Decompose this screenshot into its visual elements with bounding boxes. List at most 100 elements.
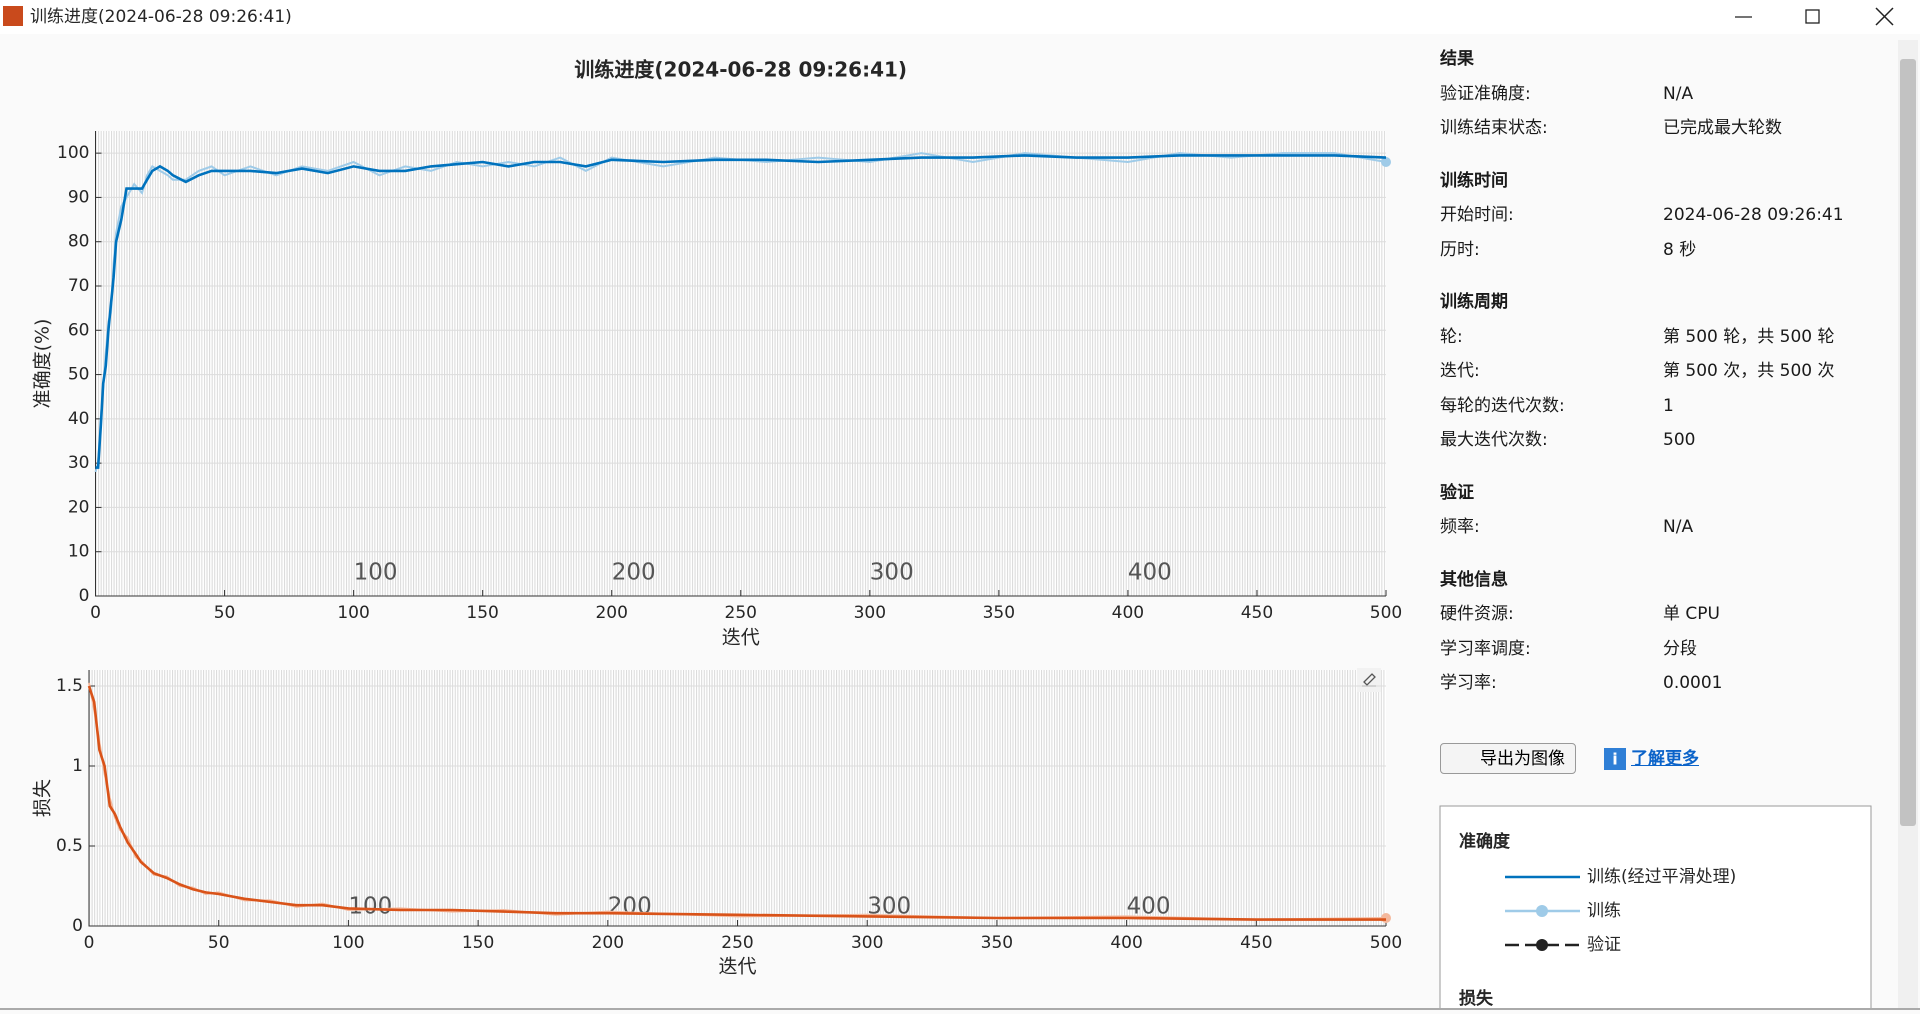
y-tick-label: 70 [68,276,90,296]
x-tick-label: 350 [983,603,1015,623]
info-glyph: i [1612,750,1617,769]
panel-section: 验证频率: N/A [1440,476,1880,545]
y-tick-label: 40 [68,409,90,429]
x-tick-label: 300 [851,933,883,953]
y-tick-label: 0 [79,586,90,606]
axes [95,131,1386,597]
legend-marker [1536,905,1548,917]
info-icon [1604,748,1626,770]
export-plot-icon[interactable] [1357,668,1381,692]
epoch-label: 200 [612,560,656,586]
y-tick-label: 50 [68,365,90,385]
info-row: 频率: N/A [1440,510,1880,545]
final-point [1381,157,1391,167]
x-tick-label: 150 [462,933,494,953]
epoch-grid [89,670,1386,926]
x-tick-label: 400 [1112,603,1144,623]
epoch-grid [95,131,1386,596]
info-value: N/A [1663,83,1694,104]
x-tick-label: 200 [595,603,627,623]
info-value: 单 CPU [1663,604,1720,624]
x-tick-label: 100 [337,603,369,623]
legend-title: 准确度 [1459,831,1511,852]
info-label: 训练结束状态: [1440,118,1548,138]
chart-title: 训练进度(2024-06-28 09:26:41) [574,58,907,82]
y-tick-label: 90 [68,187,90,207]
y-tick-label: 1.5 [56,676,83,696]
smoothed-line [87,685,1386,921]
x-tick-label: 300 [854,603,886,623]
info-value: 2024-06-28 09:26:41 [1663,205,1844,225]
y-tick-label: 100 [57,143,89,163]
section-heading: 训练周期 [1440,292,1508,312]
info-label: 学习率: [1440,673,1497,693]
info-row: 学习率: 0.0001 [1440,666,1880,701]
info-value: 0.0001 [1663,673,1723,693]
x-tick-label: 500 [1370,603,1402,623]
y-tick-label: 1 [72,756,83,776]
info-label: 每轮的迭代次数: [1440,395,1565,416]
export-button[interactable]: 导出为图像 [1440,743,1576,774]
x-tick-label: 50 [208,933,230,953]
x-tick-label: 0 [90,603,101,623]
info-value: N/A [1663,517,1694,537]
epoch-label: 400 [1127,894,1171,920]
info-value: 第 500 次，共 500 次 [1663,361,1835,381]
x-tick-label: 200 [592,933,624,953]
x-tick-label: 0 [84,933,95,953]
info-value: 500 [1663,430,1696,450]
restore-button[interactable] [1805,9,1820,24]
x-tick-label: 150 [466,603,498,623]
app-icon [3,6,23,26]
final-point [1381,913,1391,923]
y-tick-label: 30 [68,453,90,473]
info-row: 最大迭代次数: 500 [1440,423,1880,458]
panel-section: 其他信息 硬件资源: 单 CPU 学习率调度: 分段 学习率: 0.0001 [1440,563,1880,701]
info-row: 轮: 第 500 轮，共 500 轮 [1440,320,1880,355]
y-tick-label: 60 [68,320,90,340]
info-row: 硬件资源: 单 CPU [1440,597,1880,632]
y-tick-label: 0.5 [56,836,83,856]
section-heading: 验证 [1440,482,1474,503]
x-axis-label: 迭代 [718,956,756,978]
y-tick-label: 20 [68,497,90,517]
x-tick-label: 50 [214,603,236,623]
info-panel: 结果 验证准确度: N/A 训练结束状态: 已完成最大轮数 训练时间 开始时间: 2024-0… [1440,42,1880,719]
panel-section: 训练周期轮: 第 500 轮，共 500 轮迭代: 第 500 次，共 500 次每… [1440,285,1880,458]
x-tick-label: 250 [725,603,757,623]
epoch-label: 100 [348,894,392,920]
info-label: 硬件资源: [1440,604,1514,624]
scrollbar-thumb[interactable] [1900,59,1916,826]
info-value: 分段 [1663,638,1697,659]
legend-marker [1536,939,1548,951]
legend-label: 验证 [1587,935,1621,955]
section-heading: 结果 [1440,49,1474,69]
epoch-label: 200 [608,894,652,920]
info-label: 最大迭代次数: [1440,430,1548,450]
info-row: 历时: 8 秒 [1440,233,1880,268]
y-tick-label: 80 [68,232,90,252]
x-tick-label: 450 [1241,603,1273,623]
info-label: 轮: [1440,326,1463,347]
info-value: 8 秒 [1663,239,1697,260]
info-row: 验证准确度: N/A [1440,77,1880,112]
info-value: 1 [1663,395,1674,416]
x-tick-label: 250 [721,933,753,953]
info-label: 验证准确度: [1440,83,1531,104]
info-value: 第 500 轮，共 500 轮 [1663,326,1835,347]
x-tick-label: 500 [1370,933,1402,953]
window-title: 训练进度(2024-06-28 09:26:41) [30,7,292,27]
y-tick-label: 0 [72,916,83,936]
close-button[interactable] [1875,7,1894,26]
legend-title: 损失 [1459,988,1494,1009]
info-label: 迭代: [1440,361,1480,381]
axes [88,670,1386,927]
epoch-label: 300 [870,560,914,586]
epoch-label: 400 [1128,560,1172,586]
epoch-label: 100 [354,560,398,586]
panel-section: 训练时间 开始时间: 2024-06-28 09:26:41 历时: 8 秒 [1440,164,1880,268]
info-row: 开始时间: 2024-06-28 09:26:41 [1440,198,1880,233]
y-axis-label: 准确度(%) [32,319,54,409]
learn-more-link[interactable]: 了解更多 [1631,749,1699,769]
